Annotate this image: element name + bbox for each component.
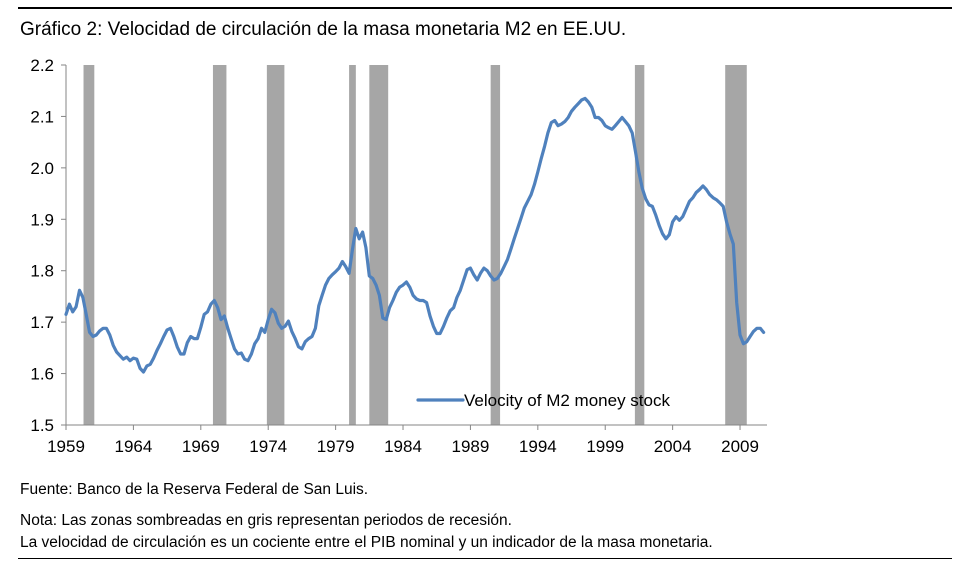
- y-tick-label: 2.0: [30, 159, 54, 178]
- m2-velocity-chart: 1.5 1.6 1.7 1.8 1.9 2.0 2.1 2.2 1959 1964 1969 1974…: [30, 56, 767, 456]
- note-line-2: La velocidad de circulación es un cocien…: [20, 534, 713, 551]
- recession-band-2: [212, 65, 227, 425]
- recession-band-3: [266, 65, 285, 425]
- y-tick-label: 1.8: [30, 262, 54, 281]
- y-tick-label: 1.7: [30, 313, 54, 332]
- x-tick-label: 1984: [384, 437, 422, 456]
- source-note: Fuente: Banco de la Reserva Federal de S…: [20, 481, 369, 498]
- x-tick-label: 1994: [519, 437, 557, 456]
- recession-band-6: [490, 65, 501, 425]
- y-tick-label: 1.5: [30, 416, 54, 435]
- x-tick-label: 1964: [114, 437, 152, 456]
- x-tick-label: 1959: [47, 437, 85, 456]
- chart-title: Gráfico 2: Velocidad de circulación de l…: [20, 19, 627, 40]
- x-tick-label: 2004: [654, 437, 692, 456]
- recession-band-5: [369, 65, 389, 425]
- series-line-1: [64, 96, 766, 374]
- y-tick-label: 1.9: [30, 210, 54, 229]
- x-tick-label: 1999: [586, 437, 624, 456]
- recession-band-7: [634, 65, 645, 425]
- y-tick-label: 1.6: [30, 365, 54, 384]
- x-tick-label: 1979: [317, 437, 355, 456]
- x-tick-label: 1989: [452, 437, 490, 456]
- y-tick-label: 2.1: [30, 107, 54, 126]
- bottom-rule: [18, 558, 952, 559]
- x-tick-label: 1969: [182, 437, 220, 456]
- top-rule: [18, 7, 952, 9]
- x-tick-label: 1974: [249, 437, 287, 456]
- recession-band-8: [725, 65, 747, 425]
- recession-band-1: [83, 65, 95, 425]
- x-tick-label: 2009: [721, 437, 759, 456]
- legend-label: Velocity of M2 money stock: [464, 391, 670, 410]
- y-tick-label: 2.2: [30, 56, 54, 75]
- note-line-1: Nota: Las zonas sombreadas en gris repre…: [20, 512, 512, 529]
